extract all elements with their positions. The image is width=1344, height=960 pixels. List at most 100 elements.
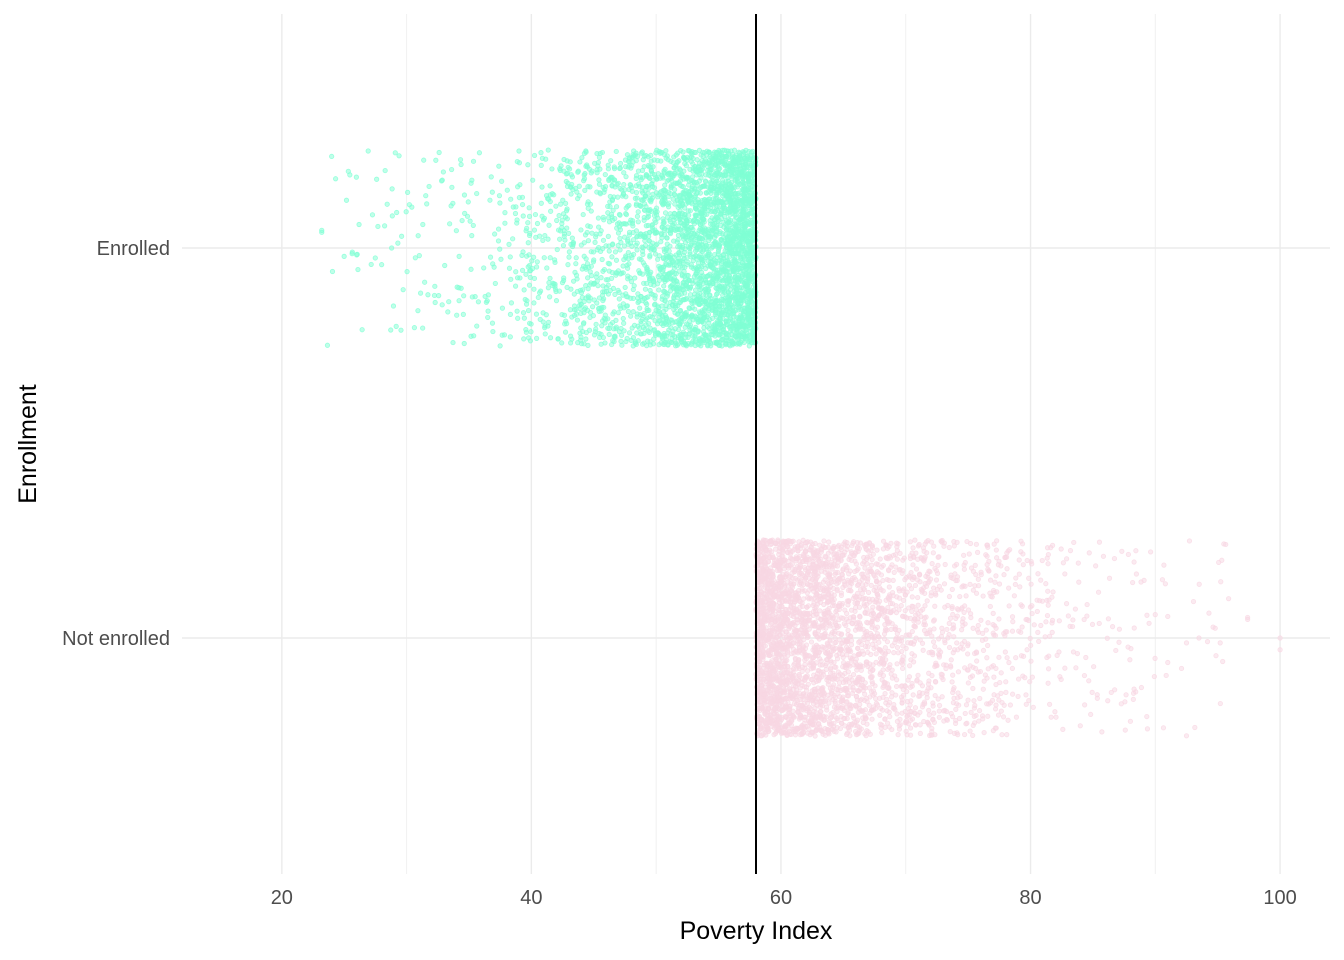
data-point <box>714 286 720 292</box>
data-point <box>661 218 667 224</box>
data-point <box>534 220 541 227</box>
data-point <box>621 243 628 249</box>
data-point <box>617 160 624 167</box>
data-point <box>635 168 642 174</box>
data-point <box>545 147 551 153</box>
data-point <box>704 273 711 279</box>
data-point <box>1049 629 1055 635</box>
data-point <box>967 540 974 547</box>
data-point <box>552 259 558 266</box>
data-point <box>567 159 573 165</box>
data-point <box>507 334 513 340</box>
data-point <box>470 222 476 229</box>
data-point <box>695 292 701 298</box>
data-point <box>425 292 431 298</box>
data-point <box>670 196 676 202</box>
data-point <box>729 210 736 216</box>
data-point <box>667 274 673 280</box>
data-point <box>469 294 475 300</box>
data-point <box>468 333 474 339</box>
data-point <box>531 227 538 233</box>
data-point <box>1019 624 1025 630</box>
data-point <box>653 174 659 181</box>
data-point <box>671 286 677 292</box>
data-point <box>693 202 699 208</box>
data-point <box>534 259 540 265</box>
data-point <box>666 270 673 276</box>
data-point <box>647 313 653 320</box>
data-point <box>538 162 544 168</box>
data-point <box>579 266 585 272</box>
data-point <box>1060 726 1066 732</box>
data-point <box>750 164 756 170</box>
data-point <box>723 340 729 346</box>
data-point <box>967 728 973 734</box>
data-point <box>585 238 592 244</box>
data-point <box>744 279 750 285</box>
data-point <box>707 179 713 185</box>
data-point <box>743 199 749 205</box>
data-point <box>1086 550 1092 556</box>
data-point <box>625 273 631 279</box>
data-point <box>685 208 691 214</box>
data-point <box>736 172 742 178</box>
data-point <box>646 238 652 244</box>
data-point <box>932 644 938 650</box>
data-point <box>641 164 647 170</box>
data-point <box>719 215 725 221</box>
data-point <box>682 324 688 330</box>
data-point <box>515 184 521 190</box>
data-point <box>581 298 587 305</box>
data-point <box>932 603 938 609</box>
data-point <box>719 278 726 284</box>
data-point <box>1218 579 1224 585</box>
data-point <box>467 218 473 224</box>
data-point <box>521 336 527 342</box>
data-point <box>606 331 612 338</box>
data-point <box>582 305 589 311</box>
data-point <box>898 603 904 609</box>
data-point <box>638 177 644 183</box>
data-point <box>732 190 738 196</box>
data-point <box>531 286 537 292</box>
data-point <box>685 224 691 230</box>
series-enrolled <box>319 147 759 349</box>
data-point <box>341 253 347 259</box>
data-point <box>601 217 607 223</box>
data-point <box>1007 702 1013 708</box>
data-point <box>469 233 475 239</box>
data-point <box>599 256 605 263</box>
data-point <box>489 189 495 195</box>
data-point <box>461 340 467 347</box>
data-point <box>576 302 582 309</box>
data-point <box>432 299 438 306</box>
data-point <box>394 209 400 216</box>
data-point <box>975 583 982 589</box>
data-point <box>628 182 634 188</box>
data-point <box>879 730 885 736</box>
data-point <box>439 177 445 183</box>
data-point <box>647 252 653 258</box>
data-point <box>675 232 682 238</box>
data-point <box>600 268 606 274</box>
data-point <box>422 279 428 285</box>
data-point <box>600 184 606 191</box>
data-point <box>573 311 580 317</box>
data-point <box>998 670 1004 676</box>
data-point <box>677 214 683 220</box>
data-point <box>698 256 704 262</box>
data-point <box>531 275 538 282</box>
data-point <box>692 342 698 349</box>
data-point <box>1034 608 1040 615</box>
data-point <box>720 285 726 291</box>
data-point <box>965 651 971 657</box>
data-point <box>989 697 996 703</box>
data-point <box>672 201 678 207</box>
data-point <box>655 256 661 262</box>
data-point <box>508 300 515 306</box>
data-point <box>621 170 627 176</box>
data-point <box>469 177 475 183</box>
data-point <box>542 331 548 337</box>
data-point <box>672 310 678 316</box>
data-point <box>737 314 744 320</box>
